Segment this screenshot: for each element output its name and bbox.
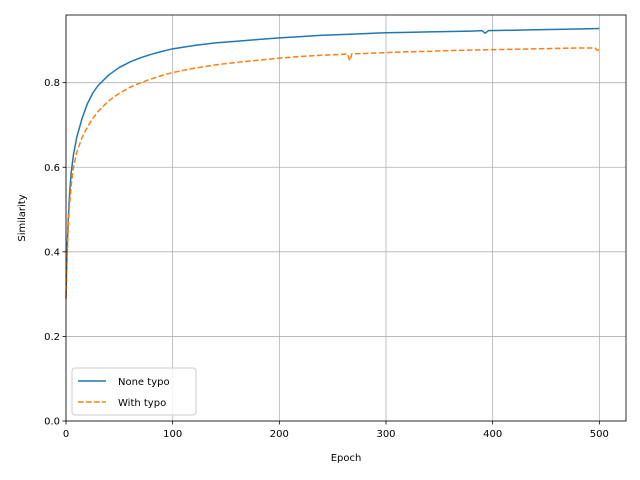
y-tick-label: 0.2 <box>44 332 60 343</box>
x-tick-label: 300 <box>376 429 395 440</box>
series-line-none-typo <box>65 27 600 299</box>
y-tick-label: 0.6 <box>44 163 60 174</box>
x-tick-label: 100 <box>163 429 182 440</box>
legend-box <box>71 367 197 416</box>
y-tick-label: 0.4 <box>44 247 60 258</box>
x-axis-label: Epoch <box>331 453 362 464</box>
series-line-with-typo <box>65 47 600 299</box>
plot-frame <box>65 14 627 422</box>
x-tick-label: 200 <box>270 429 289 440</box>
grid-lines <box>65 15 626 422</box>
y-tick-label: 0.0 <box>44 417 60 428</box>
y-axis-label: Similarity <box>17 194 28 241</box>
legend: None typo With typo <box>71 367 197 416</box>
x-tick-label: 0 <box>63 429 69 440</box>
legend-label-none-typo: None typo <box>118 377 170 388</box>
legend-label-with-typo: With typo <box>118 398 166 409</box>
axis-ticks: 0 100 200 300 400 500 0.0 0.2 0.4 0.6 0.8 <box>44 78 609 440</box>
y-tick-label: 0.8 <box>44 78 60 89</box>
series-layer <box>65 27 600 299</box>
x-tick-label: 400 <box>483 429 502 440</box>
x-tick-label: 500 <box>590 429 609 440</box>
